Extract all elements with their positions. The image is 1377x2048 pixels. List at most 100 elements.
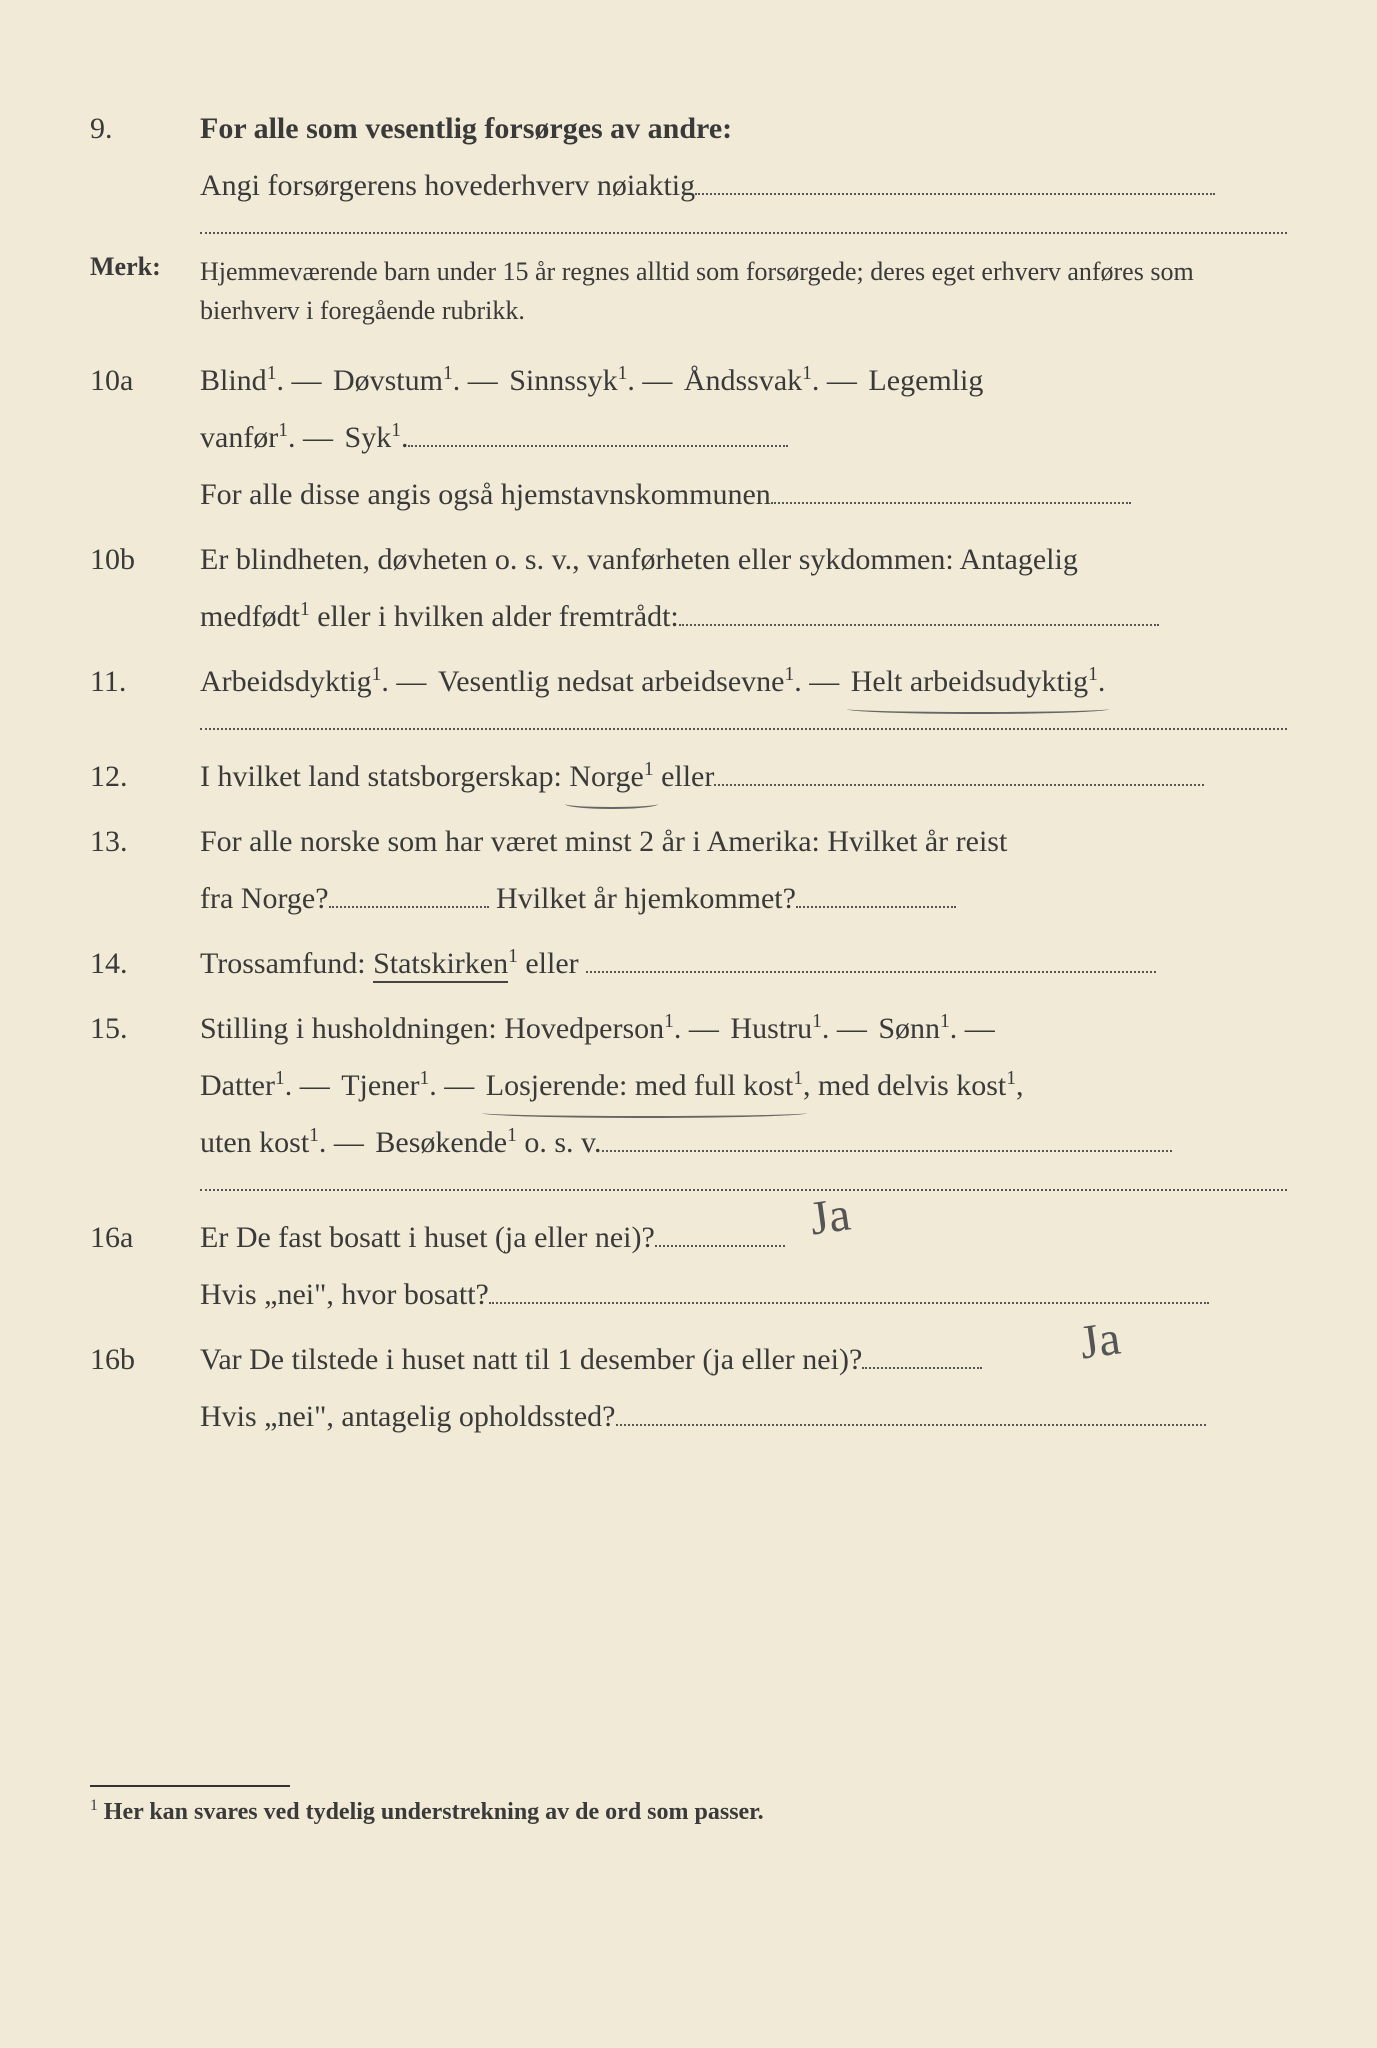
- opt-besokende: Besøkende: [375, 1126, 507, 1159]
- question-11: 11. Arbeidsdyktig1. — Vesentlig nedsat a…: [90, 653, 1287, 710]
- footnote-sup: 1: [90, 1797, 98, 1814]
- sep: —: [444, 1069, 486, 1102]
- q9-line1: For alle som vesentlig forsørges av andr…: [200, 112, 732, 145]
- sep: —: [642, 364, 684, 397]
- period: .: [429, 1069, 437, 1102]
- fill-line[interactable]: [408, 411, 788, 447]
- opt-norge: Norge: [569, 760, 643, 793]
- selected-statskirken: Statskirken: [373, 947, 508, 983]
- q9-content: For alle som vesentlig forsørges av andr…: [200, 100, 1287, 214]
- q13-line2b: Hvilket år hjemkommet?: [489, 882, 796, 915]
- q16a-number: 16a: [90, 1221, 200, 1255]
- opt-datter: Datter: [200, 1069, 275, 1102]
- question-10b: 10b Er blindheten, døvheten o. s. v., va…: [90, 531, 1287, 645]
- fill-line[interactable]: [714, 750, 1204, 786]
- sep: —: [827, 364, 869, 397]
- fill-line[interactable]: [655, 1211, 785, 1247]
- sep: —: [468, 364, 510, 397]
- sup: 1: [802, 363, 812, 384]
- fill-line[interactable]: [796, 872, 956, 908]
- merk-note: Merk: Hjemmeværende barn under 15 år reg…: [90, 252, 1287, 330]
- sep: —: [303, 421, 345, 454]
- q15-osv: o. s. v.: [517, 1126, 602, 1159]
- question-10a: 10a Blind1. — Døvstum1. — Sinnssyk1. — Å…: [90, 352, 1287, 523]
- fill-line[interactable]: [862, 1333, 982, 1369]
- fill-line[interactable]: [329, 872, 489, 908]
- opt-dovstum: Døvstum: [333, 364, 443, 397]
- sup: 1: [508, 946, 518, 967]
- sep: —: [291, 364, 333, 397]
- fill-line[interactable]: [679, 590, 1159, 626]
- fill-line-full[interactable]: [200, 232, 1287, 234]
- sup: 1: [278, 420, 288, 441]
- sup: 1: [300, 599, 310, 620]
- q15-pre: Stilling i husholdningen:: [200, 1012, 504, 1045]
- q10b-number: 10b: [90, 543, 200, 577]
- fill-line-full[interactable]: [200, 728, 1287, 730]
- period: .: [401, 421, 409, 454]
- sup: 1: [309, 1125, 319, 1146]
- question-12: 12. I hvilket land statsborgerskap: Norg…: [90, 748, 1287, 805]
- sep: —: [300, 1069, 342, 1102]
- opt-syk: Syk: [345, 421, 392, 454]
- fill-line[interactable]: [602, 1116, 1172, 1152]
- sup: 1: [618, 363, 628, 384]
- opt-statskirken: Statskirken: [373, 947, 508, 980]
- footnote-text: Her kan svares ved tydelig understreknin…: [104, 1799, 764, 1825]
- fill-line[interactable]: [489, 1268, 1209, 1304]
- question-14: 14. Trossamfund: Statskirken1 eller: [90, 935, 1287, 992]
- sup: 1: [267, 363, 277, 384]
- period: .: [288, 421, 296, 454]
- sup: 1: [784, 664, 794, 685]
- opt-sonn: Sønn: [878, 1012, 940, 1045]
- period: .: [794, 665, 802, 698]
- q14-content: Trossamfund: Statskirken1 eller: [200, 935, 1287, 992]
- opt-tjener: Tjener: [341, 1069, 419, 1102]
- fill-line[interactable]: [586, 937, 1156, 973]
- fill-line[interactable]: [695, 159, 1215, 195]
- q16a-line1: Er De fast bosatt i huset (ja eller nei)…: [200, 1221, 655, 1254]
- period: .: [1098, 665, 1106, 698]
- period: .: [276, 364, 284, 397]
- q9-line2: Angi forsørgerens hovederhverv nøiaktig: [200, 169, 695, 202]
- q10a-content: Blind1. — Døvstum1. — Sinnssyk1. — Åndss…: [200, 352, 1287, 523]
- period: .: [627, 364, 635, 397]
- selected-helt-arbeidsudyktig: Helt arbeidsudyktig1.: [851, 653, 1106, 710]
- period: .: [812, 364, 820, 397]
- q16a-line2: Hvis „nei", hvor bosatt?: [200, 1278, 489, 1311]
- question-13: 13. For alle norske som har været minst …: [90, 813, 1287, 927]
- sep: —: [396, 665, 438, 698]
- q13-content: For alle norske som har været minst 2 år…: [200, 813, 1287, 927]
- q12-text: I hvilket land statsborgerskap:: [200, 760, 569, 793]
- sep: —: [809, 665, 851, 698]
- period: .: [674, 1012, 682, 1045]
- q12-eller: eller: [654, 760, 715, 793]
- sup: 1: [793, 1068, 803, 1089]
- selected-norge: Norge1: [569, 748, 653, 805]
- q12-content: I hvilket land statsborgerskap: Norge1 e…: [200, 748, 1287, 805]
- q16b-content: Var De tilstede i huset natt til 1 desem…: [200, 1331, 1287, 1445]
- sup: 1: [1006, 1068, 1016, 1089]
- q10a-number: 10a: [90, 364, 200, 398]
- fill-line[interactable]: [616, 1390, 1206, 1426]
- sup: 1: [420, 1068, 430, 1089]
- q15-number: 15.: [90, 1012, 200, 1046]
- opt-nedsat: Vesentlig nedsat arbeidsevne: [438, 665, 785, 698]
- footnote: 1 Her kan svares ved tydelig understrekn…: [90, 1797, 1287, 1826]
- q16b-line2: Hvis „nei", antagelig opholdssted?: [200, 1400, 616, 1433]
- fill-line-full[interactable]: [200, 1189, 1287, 1191]
- opt-hovedperson: Hovedperson: [504, 1012, 664, 1045]
- period: .: [319, 1126, 327, 1159]
- fill-line[interactable]: [771, 468, 1131, 504]
- footnote-rule: [90, 1785, 290, 1787]
- opt-helt: Helt arbeidsudyktig: [851, 665, 1088, 698]
- period: .: [285, 1069, 293, 1102]
- q15-content: Stilling i husholdningen: Hovedperson1. …: [200, 1000, 1287, 1171]
- sup: 1: [391, 420, 401, 441]
- q11-content: Arbeidsdyktig1. — Vesentlig nedsat arbei…: [200, 653, 1287, 710]
- period: .: [453, 364, 461, 397]
- q13-line1: For alle norske som har været minst 2 år…: [200, 825, 1007, 858]
- q14-eller: eller: [518, 947, 586, 980]
- sep: —: [689, 1012, 731, 1045]
- sep: —: [965, 1012, 997, 1045]
